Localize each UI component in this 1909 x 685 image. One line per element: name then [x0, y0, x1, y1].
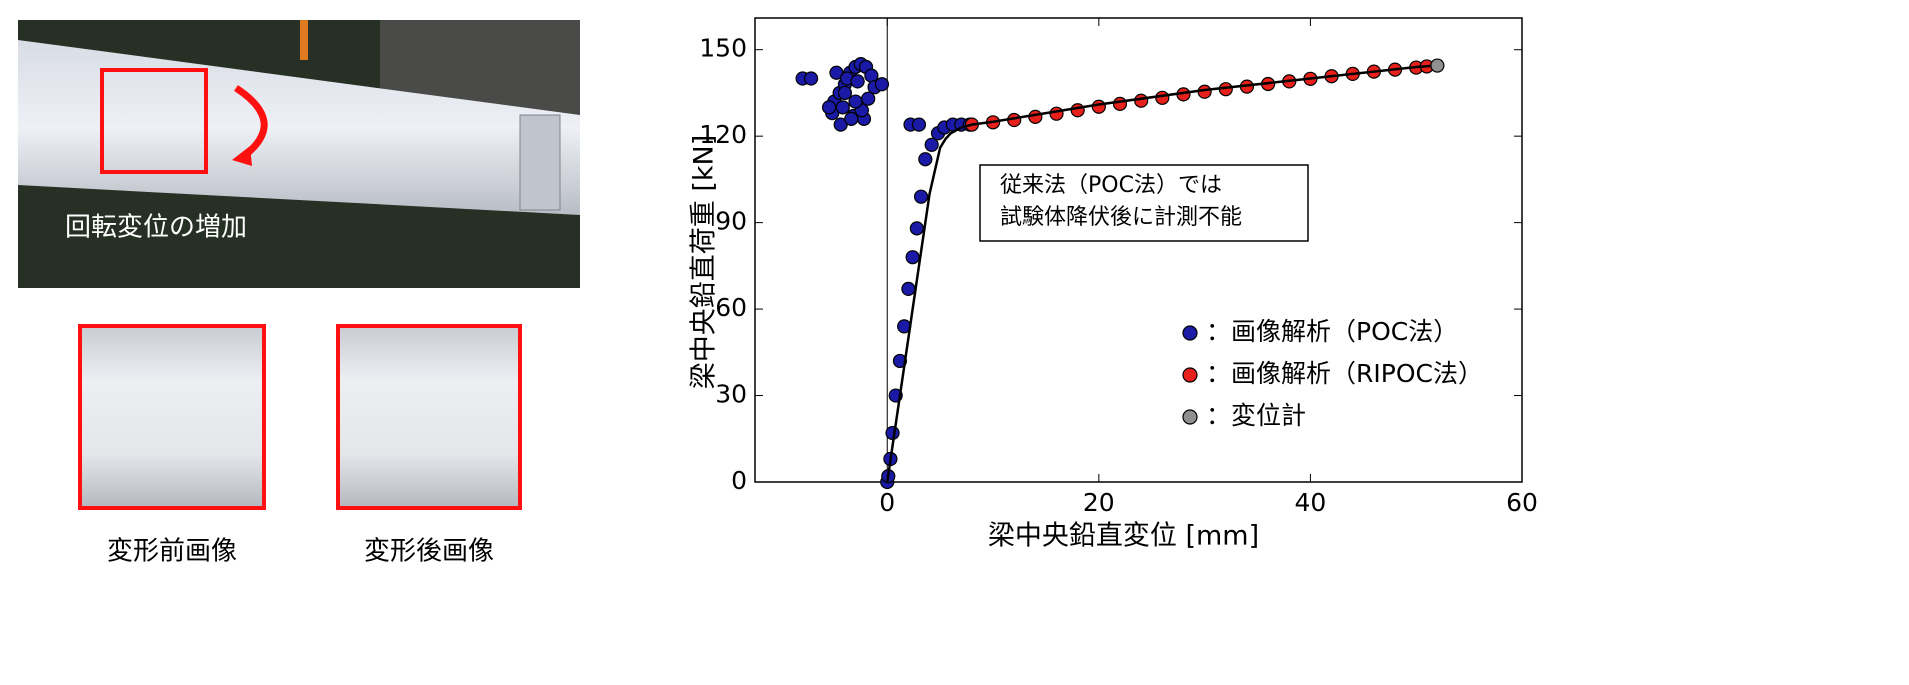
point	[1071, 104, 1084, 117]
annotation: 従来法（POC法）では	[1000, 173, 1222, 198]
legend-marker	[1183, 410, 1197, 424]
point	[906, 251, 919, 264]
y-tick-label: 30	[715, 380, 747, 409]
point	[902, 282, 915, 295]
before-caption: 変形前画像	[107, 537, 237, 567]
point	[851, 75, 864, 88]
y-tick-label: 150	[699, 34, 747, 63]
point	[865, 69, 878, 82]
point	[823, 101, 836, 114]
x-tick-label: 20	[1083, 488, 1115, 517]
y-tick-label: 60	[715, 293, 747, 322]
y-tick-label: 0	[731, 466, 747, 495]
legend-label: ：画像解析（POC法）	[1206, 317, 1458, 346]
point	[1050, 107, 1063, 120]
point	[919, 153, 932, 166]
legend-marker	[1183, 326, 1197, 340]
point	[805, 72, 818, 85]
point	[1431, 59, 1444, 72]
x-axis-label: 梁中央鉛直変位 [mm]	[988, 521, 1259, 552]
photo: 回転変位の増加	[18, 20, 580, 288]
after-image	[338, 326, 520, 508]
point	[875, 78, 888, 91]
page: 回転変位の増加 変形前画像 変形後画像 02040600306090120150…	[0, 0, 1909, 681]
point	[1113, 97, 1126, 110]
point	[862, 92, 875, 105]
point	[910, 222, 923, 235]
point	[836, 101, 849, 114]
point	[925, 138, 938, 151]
annotation: 試験体降伏後に計測不能	[1000, 205, 1242, 230]
legend-marker	[1183, 368, 1197, 382]
point	[1029, 110, 1042, 123]
x-tick-label: 0	[879, 488, 895, 517]
before-image	[80, 326, 264, 508]
point	[1156, 91, 1169, 104]
after-caption: 変形後画像	[364, 537, 494, 567]
y-axis-label: 梁中央鉛直荷重 [kN]	[689, 135, 720, 389]
point	[838, 86, 851, 99]
y-tick-label: 90	[715, 207, 747, 236]
point	[845, 112, 858, 125]
legend-label: ：画像解析（RIPOC法）	[1206, 359, 1483, 388]
point	[915, 190, 928, 203]
figure: 回転変位の増加 変形前画像 変形後画像 02040600306090120150…	[0, 0, 1909, 681]
point	[1135, 94, 1148, 107]
point	[849, 95, 862, 108]
point	[912, 118, 925, 131]
point	[1092, 100, 1105, 113]
photo-caption: 回転変位の増加	[65, 213, 247, 243]
x-tick-label: 60	[1506, 488, 1538, 517]
legend-label: ：変位計	[1206, 401, 1306, 430]
x-tick-label: 40	[1295, 488, 1327, 517]
